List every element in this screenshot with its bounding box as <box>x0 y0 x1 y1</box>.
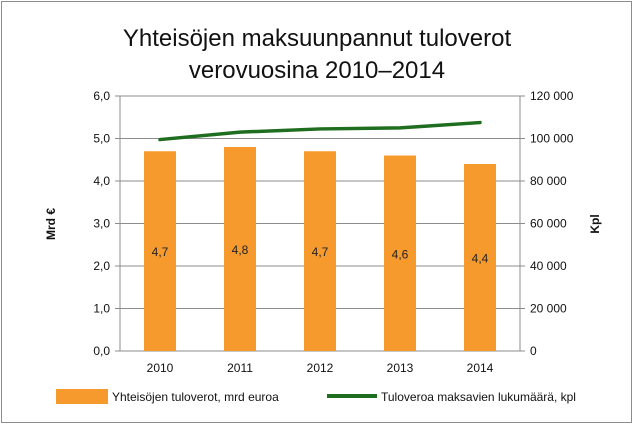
bar-data-label-2014: 4,4 <box>472 252 489 266</box>
x-axis-ticks: 2010 2011 2012 2013 2014 <box>147 361 494 375</box>
right-axis-label: Kpl <box>588 214 602 233</box>
bar-2013 <box>384 155 416 351</box>
right-axis-tick-label: 100 000 <box>530 132 574 146</box>
legend: Yhteisöjen tuloverot, mrd euroa Tulovero… <box>56 389 576 404</box>
chart-title-line-2: verovuosina 2010–2014 <box>189 57 445 84</box>
chart-title-line-1: Yhteisöjen maksuunpannut tuloverot <box>123 25 512 52</box>
right-axis-tick-label: 40 000 <box>530 259 567 273</box>
left-axis-ticks: 0,0 1,0 2,0 3,0 4,0 5,0 6,0 <box>93 89 110 358</box>
legend-bar-swatch <box>56 389 108 404</box>
left-axis-tick-label: 5,0 <box>93 132 110 146</box>
bar-data-label-2010: 4,7 <box>152 245 169 259</box>
left-axis-label: Mrd € <box>44 208 58 240</box>
right-axis-tick-label: 0 <box>530 344 537 358</box>
bar-data-label-2013: 4,6 <box>392 247 409 261</box>
bar-2011 <box>224 147 256 351</box>
x-axis-tick-label: 2013 <box>387 361 414 375</box>
x-axis-tick-label: 2012 <box>307 361 334 375</box>
left-axis-tick-label: 2,0 <box>93 259 110 273</box>
bar-2014 <box>464 164 496 351</box>
legend-bar-label: Yhteisöjen tuloverot, mrd euroa <box>112 390 279 404</box>
bar-data-label-2011: 4,8 <box>232 243 249 257</box>
line-series-path <box>158 120 482 142</box>
bar-2012 <box>304 151 336 351</box>
x-axis-tick-label: 2014 <box>467 361 494 375</box>
left-axis-tick-label: 1,0 <box>93 302 110 316</box>
left-axis-tick-label: 0,0 <box>93 344 110 358</box>
x-axis-tick-label: 2010 <box>147 361 174 375</box>
right-axis-tick-label: 120 000 <box>530 89 574 103</box>
bar-series <box>144 147 496 351</box>
bar-2010 <box>144 151 176 351</box>
right-axis-tick-label: 20 000 <box>530 302 567 316</box>
bar-data-label-2012: 4,7 <box>312 245 329 259</box>
right-axis-tick-label: 80 000 <box>530 174 567 188</box>
right-axis-tick-label: 60 000 <box>530 217 567 231</box>
legend-line-label: Tuloveroa maksavien lukumäärä, kpl <box>381 390 576 404</box>
left-axis-tick-label: 6,0 <box>93 89 110 103</box>
x-axis-tick-label: 2011 <box>227 361 253 375</box>
line-series <box>158 120 482 142</box>
left-axis-tick-label: 4,0 <box>93 174 110 188</box>
left-axis-tick-label: 3,0 <box>93 217 110 231</box>
right-axis-ticks: 0 20 000 40 000 60 000 80 000 100 000 120 000 <box>530 89 574 358</box>
bar-data-labels: 4,7 4,8 4,7 4,6 4,4 <box>152 243 489 266</box>
